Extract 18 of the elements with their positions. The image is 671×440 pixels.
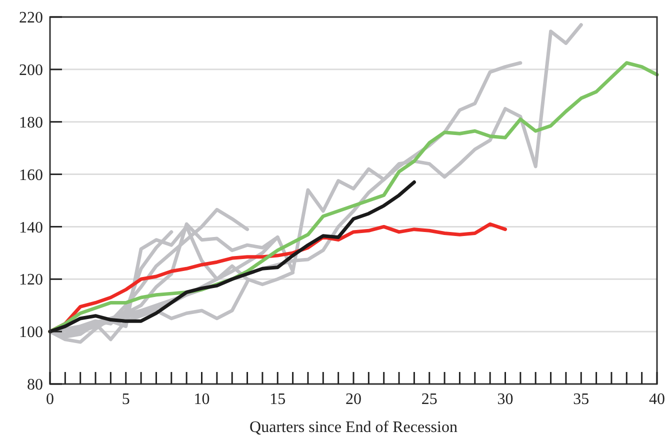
x-tick-label: 25 <box>421 391 438 408</box>
y-tick-label: 200 <box>19 62 43 80</box>
x-tick-label: 15 <box>270 391 286 408</box>
x-tick-label: 20 <box>346 391 362 408</box>
x-tick-label: 0 <box>46 391 54 408</box>
x-tick-label: 5 <box>122 391 130 408</box>
x-tick-label: 30 <box>497 391 514 408</box>
x-tick-label: 40 <box>649 391 665 408</box>
y-tick-label: 100 <box>19 324 43 342</box>
y-tick-label: 220 <box>19 10 43 27</box>
y-tick-label: 120 <box>19 272 43 289</box>
y-tick-label: 160 <box>19 166 43 184</box>
x-axis-title: Quarters since End of Recession <box>250 419 458 436</box>
y-tick-label: 140 <box>19 219 43 236</box>
x-tick-label: 35 <box>573 391 590 408</box>
x-tick-label: 10 <box>194 391 210 408</box>
y-tick-label: 180 <box>19 114 43 132</box>
y-tick-label: 80 <box>27 376 43 394</box>
